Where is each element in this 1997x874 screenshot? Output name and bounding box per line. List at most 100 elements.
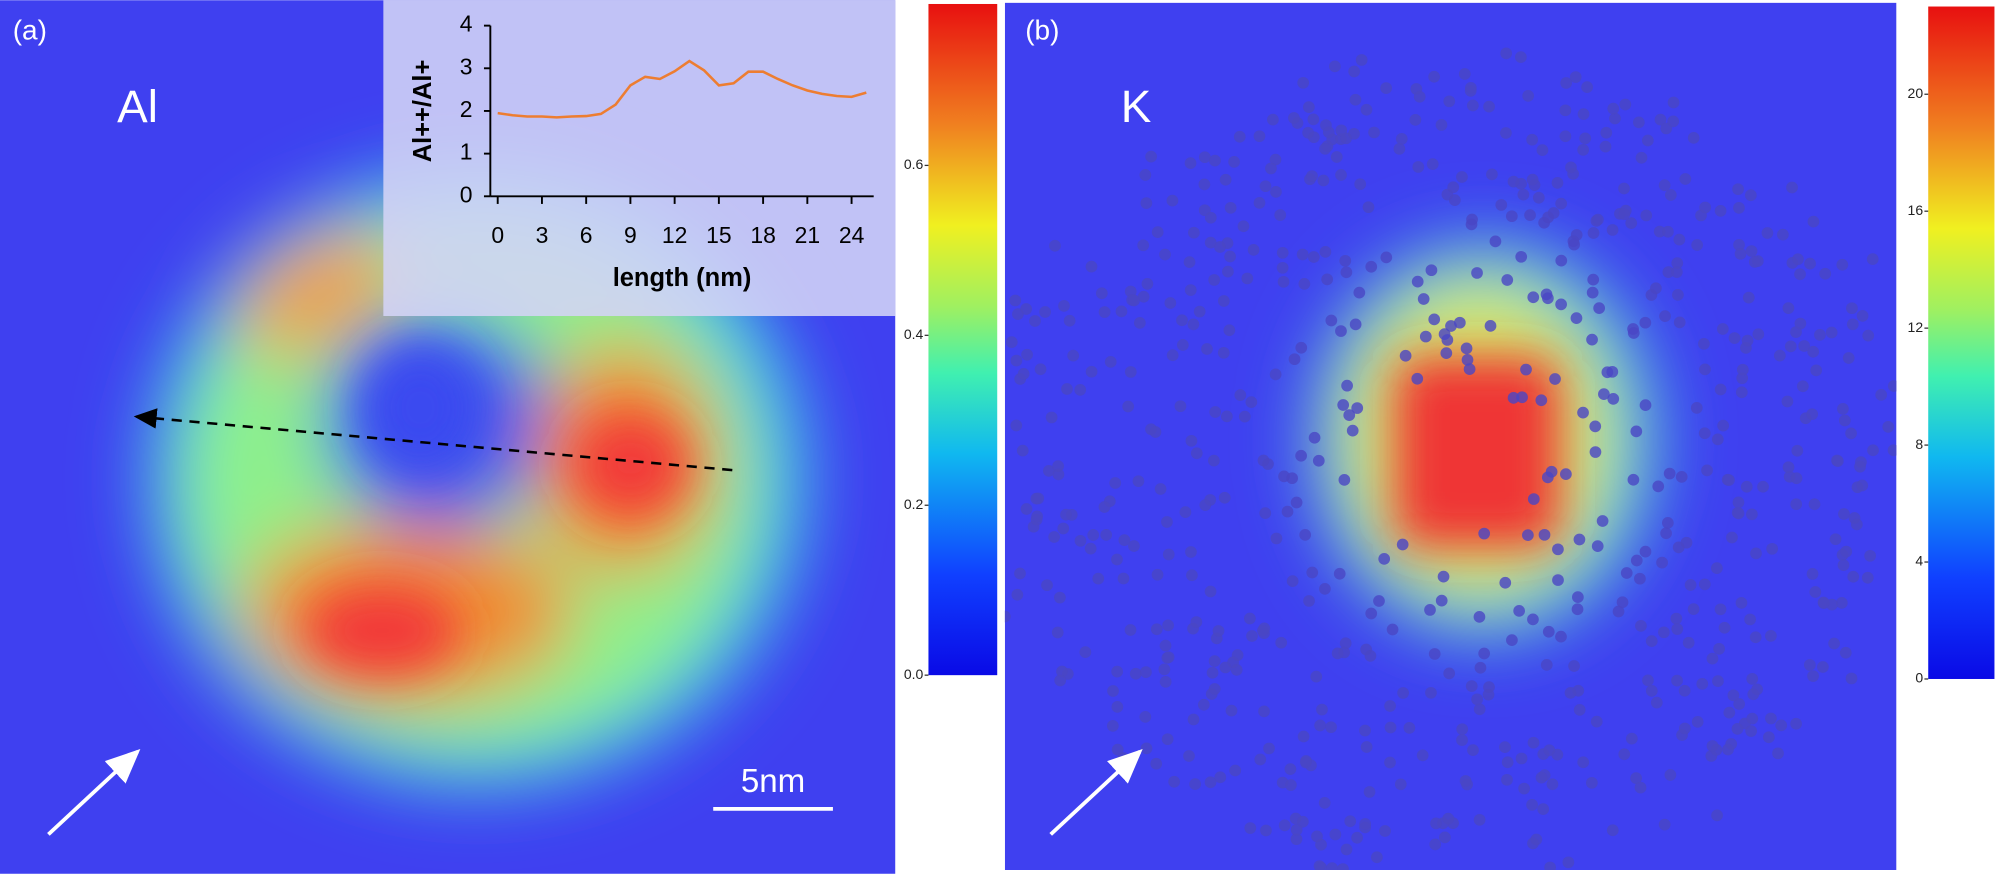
atom-dot xyxy=(1318,796,1331,809)
atom-dot xyxy=(1353,286,1366,299)
atom-dot xyxy=(1656,556,1668,569)
atom-dot xyxy=(1052,468,1065,481)
atom-dot xyxy=(1224,250,1236,263)
atom-dot xyxy=(1745,245,1758,257)
atom-dot xyxy=(1552,574,1564,586)
atom-dot xyxy=(1429,838,1442,851)
atom-dot xyxy=(1259,180,1272,193)
atom-dot xyxy=(1303,101,1315,113)
atom-dot xyxy=(1281,505,1294,518)
atom-dot xyxy=(1456,734,1468,746)
atom-dot xyxy=(1565,161,1577,174)
atom-dot xyxy=(1349,93,1362,106)
atom-dot xyxy=(1463,363,1476,375)
atom-dot xyxy=(1568,660,1580,672)
atom-dot xyxy=(1299,529,1312,541)
atom-dot xyxy=(1380,82,1393,94)
atom-dot xyxy=(1054,591,1066,604)
atom-dot xyxy=(1527,613,1539,626)
atom-dot xyxy=(1732,183,1744,196)
atom-dot xyxy=(1269,368,1282,381)
atom-dot xyxy=(1124,624,1137,636)
atom-dot xyxy=(1253,130,1266,143)
atom-dot xyxy=(1426,158,1439,170)
atom-dot xyxy=(1499,741,1511,754)
atom-dot xyxy=(1145,150,1157,163)
atom-dot xyxy=(1430,817,1442,830)
atom-dot xyxy=(1106,720,1119,732)
atom-dot xyxy=(1384,700,1396,712)
atom-dot xyxy=(1714,603,1727,616)
atom-dot xyxy=(1016,444,1029,457)
atom-dot xyxy=(1306,170,1318,182)
atom-dot xyxy=(1570,312,1583,324)
atom-dot xyxy=(1773,349,1786,362)
y-tick-label: 1 xyxy=(460,139,473,165)
atom-dot xyxy=(1166,349,1179,362)
atom-dot xyxy=(1606,224,1619,236)
atom-dot xyxy=(1445,320,1457,332)
atom-dot xyxy=(1302,126,1314,139)
atom-dot xyxy=(1288,353,1301,366)
atom-dot xyxy=(1794,268,1806,281)
atom-dot xyxy=(1856,479,1869,492)
atom-dot xyxy=(1225,704,1238,717)
atom-dot xyxy=(1246,630,1258,642)
atom-dot xyxy=(1224,201,1237,214)
atom-dot xyxy=(1746,673,1759,685)
atom-dot xyxy=(1716,323,1729,335)
atom-dot xyxy=(1204,585,1217,598)
atom-dot xyxy=(1365,607,1378,620)
atom-dot xyxy=(1128,294,1140,307)
atom-dot xyxy=(1500,127,1512,139)
atom-dot xyxy=(1903,391,1915,403)
scale-bar-label: 5nm xyxy=(741,763,805,800)
atom-dot xyxy=(1340,266,1353,279)
x-tick-label: 15 xyxy=(706,222,731,248)
atom-dot xyxy=(1792,253,1804,266)
atom-dot xyxy=(1100,528,1113,541)
atom-dot xyxy=(1317,869,1322,871)
atom-dot xyxy=(1425,686,1437,699)
atom-dot xyxy=(1199,499,1212,511)
atom-dot xyxy=(1278,819,1291,832)
atom-dot xyxy=(1270,186,1282,198)
atom-dot xyxy=(1183,750,1195,762)
atom-dot xyxy=(1219,661,1232,674)
atom-dot xyxy=(1447,181,1460,194)
atom-dot xyxy=(1453,316,1466,329)
atom-dot xyxy=(1673,233,1686,246)
atom-dot xyxy=(1733,239,1745,251)
atom-dot xyxy=(1417,293,1430,305)
atom-dot xyxy=(1141,277,1154,290)
atom-dot xyxy=(1456,171,1468,183)
colorbar-b: 0 4 8 12 16 20 xyxy=(1908,6,1995,686)
atom-dot xyxy=(1542,625,1555,638)
atom-dot xyxy=(1139,169,1152,181)
atom-dot xyxy=(1149,426,1162,438)
atom-dot xyxy=(1701,464,1713,477)
atom-dot xyxy=(1428,70,1440,83)
atom-dot xyxy=(1058,299,1070,312)
atom-dot xyxy=(1115,305,1128,318)
atom-dot xyxy=(1540,659,1553,671)
atom-dot xyxy=(1678,684,1691,697)
atom-dot xyxy=(1329,828,1342,841)
atom-dot xyxy=(1515,752,1528,765)
atom-dot xyxy=(1365,260,1378,273)
atom-dot xyxy=(1618,208,1631,221)
atom-dot xyxy=(1306,566,1319,579)
atom-dot xyxy=(1247,244,1260,256)
atom-dot xyxy=(1174,400,1187,413)
atom-dot xyxy=(1901,592,1913,604)
atom-dot xyxy=(1589,420,1602,433)
atom-dot xyxy=(1303,595,1315,607)
atom-dot xyxy=(1675,471,1688,483)
atom-dot xyxy=(1577,144,1590,156)
atom-dot xyxy=(1384,721,1397,734)
atom-dot xyxy=(1464,82,1477,94)
atom-dot xyxy=(1286,575,1299,587)
atom-dot xyxy=(1397,687,1409,699)
atom-dot xyxy=(1228,156,1240,168)
